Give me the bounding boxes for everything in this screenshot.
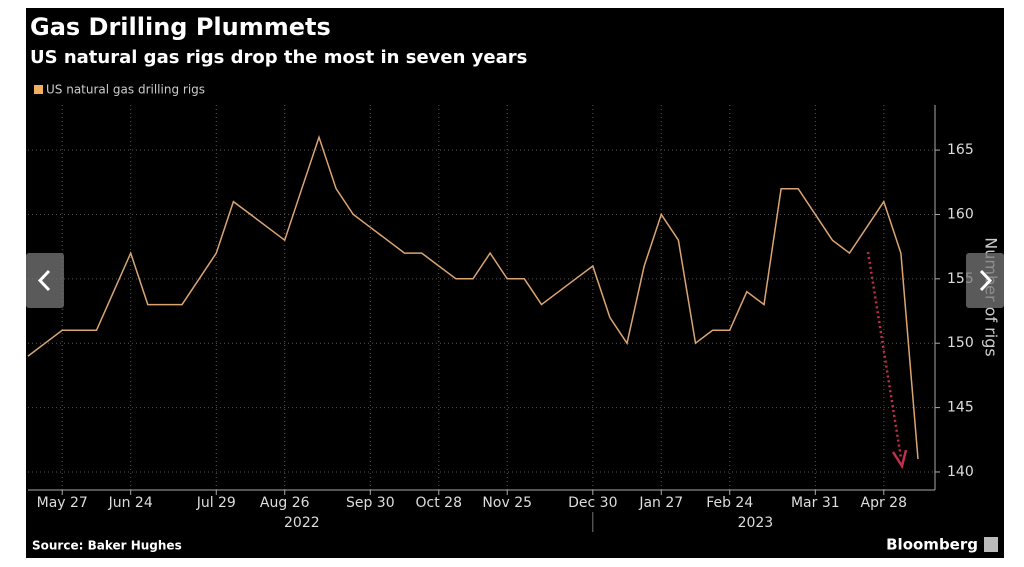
y-tick-label: 140 xyxy=(947,464,974,480)
next-button[interactable] xyxy=(966,253,1004,308)
x-tick-label: Nov 25 xyxy=(482,495,532,511)
legend-swatch xyxy=(34,85,43,94)
chart-title: Gas Drilling Plummets xyxy=(30,13,331,41)
x-tick-label: Jun 24 xyxy=(108,495,153,511)
x-tick-label: Mar 31 xyxy=(791,495,840,511)
x-tick-label: Jul 29 xyxy=(196,495,236,511)
logo-icon xyxy=(984,537,998,552)
x-tick-label: Jan 27 xyxy=(638,495,683,511)
source: Source: Baker Hughes xyxy=(32,539,182,553)
x-group-label: 2022 xyxy=(284,515,320,531)
x-tick-label: Dec 30 xyxy=(568,495,617,511)
y-tick-label: 145 xyxy=(947,400,974,416)
x-group-label: 2023 xyxy=(738,515,774,531)
logo: Bloomberg xyxy=(886,536,978,554)
y-tick-label: 165 xyxy=(947,142,974,158)
x-tick-label: Apr 28 xyxy=(861,495,907,511)
legend-label: US natural gas drilling rigs xyxy=(46,83,205,97)
x-tick-label: Oct 28 xyxy=(416,495,462,511)
chart-background xyxy=(26,8,1004,558)
data-line xyxy=(27,134,919,460)
chart-subtitle: US natural gas rigs drop the most in sev… xyxy=(30,47,527,68)
x-tick-label: May 27 xyxy=(37,495,88,511)
y-tick-label: 160 xyxy=(947,206,974,222)
annotation-arrow xyxy=(866,251,908,470)
x-tick-label: Sep 30 xyxy=(346,495,395,511)
x-tick-label: Aug 26 xyxy=(260,495,310,511)
x-tick-label: Feb 24 xyxy=(706,495,753,511)
prev-button[interactable] xyxy=(26,253,64,308)
y-tick-label: 150 xyxy=(947,335,974,351)
